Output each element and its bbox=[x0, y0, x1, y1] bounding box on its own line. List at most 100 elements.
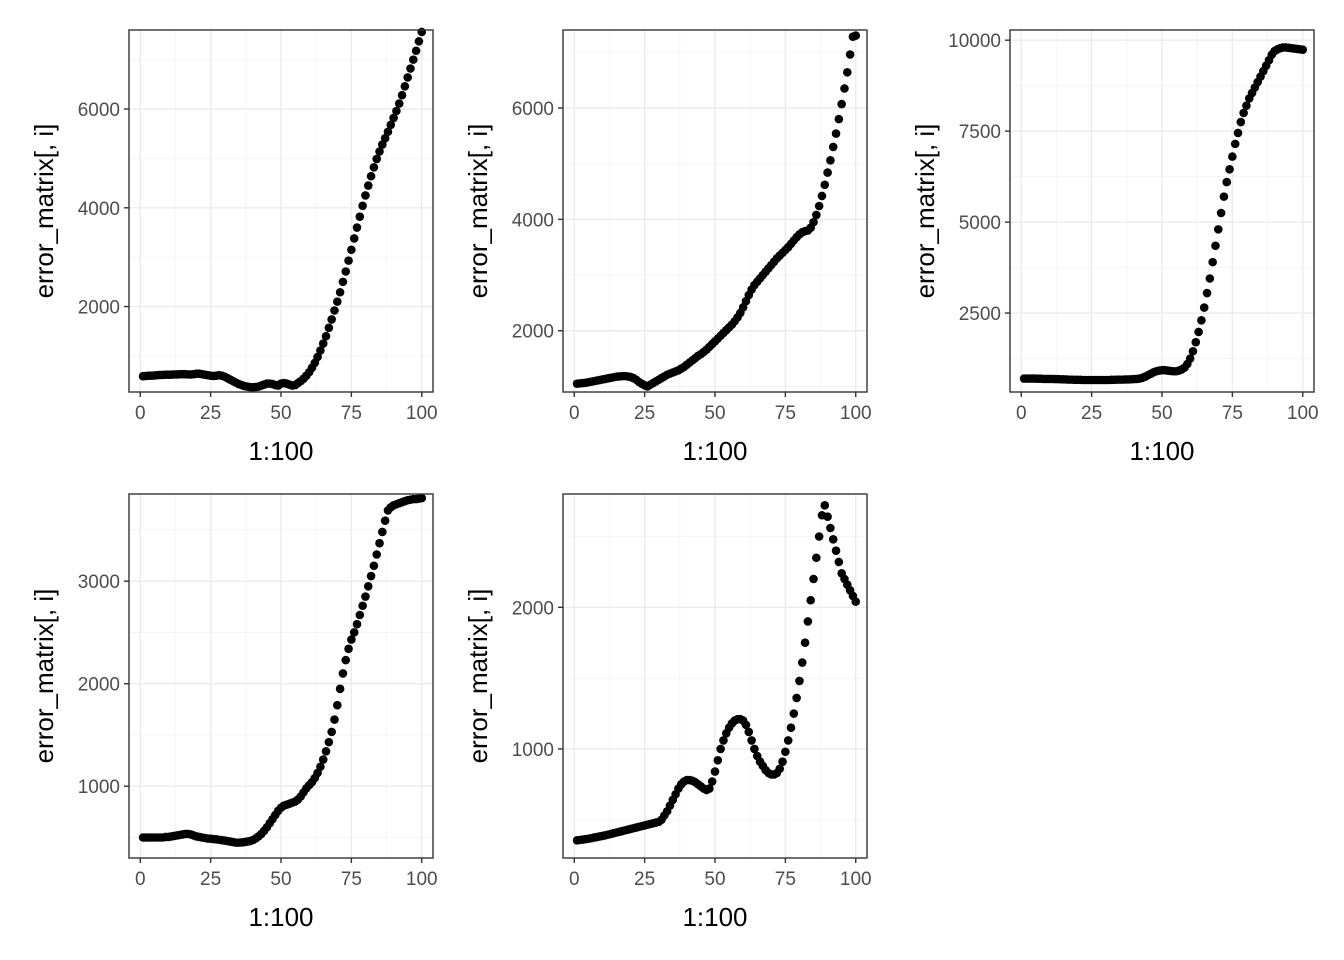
data-point bbox=[369, 561, 379, 571]
x-axis-title: 1:100 bbox=[248, 436, 313, 466]
data-point bbox=[747, 736, 756, 745]
data-point bbox=[333, 297, 342, 306]
x-tick-label: 0 bbox=[135, 403, 146, 424]
data-point bbox=[352, 619, 362, 629]
data-point bbox=[1214, 225, 1223, 234]
x-tick-label: 50 bbox=[704, 403, 725, 424]
y-tick-label: 2000 bbox=[78, 298, 120, 319]
data-point bbox=[1191, 337, 1201, 347]
data-point bbox=[363, 581, 373, 591]
data-point bbox=[845, 50, 855, 59]
data-point bbox=[840, 84, 849, 93]
data-point bbox=[820, 501, 830, 510]
data-point bbox=[330, 715, 339, 724]
y-tick-label: 2500 bbox=[959, 304, 1001, 325]
data-point bbox=[834, 114, 844, 124]
x-tick-label: 0 bbox=[135, 869, 146, 890]
data-points bbox=[572, 501, 861, 845]
data-point bbox=[719, 736, 728, 745]
data-point bbox=[380, 516, 390, 525]
data-point bbox=[1228, 152, 1237, 161]
data-point bbox=[814, 532, 824, 541]
x-tick-label: 25 bbox=[634, 403, 655, 424]
y-tick-label: 7500 bbox=[959, 122, 1001, 143]
panel-3: 0 25 50 75 100 2500 5000 7500 10000 1:100 error_ma… bbox=[910, 29, 1319, 466]
data-points bbox=[138, 27, 427, 392]
data-point bbox=[809, 574, 818, 584]
y-tick-label: 1000 bbox=[512, 740, 554, 761]
data-point bbox=[372, 154, 382, 164]
data-point bbox=[826, 156, 835, 165]
data-point bbox=[324, 737, 334, 747]
y-tick-label: 2000 bbox=[512, 322, 554, 343]
data-point bbox=[330, 306, 339, 315]
data-point bbox=[417, 493, 427, 503]
data-point bbox=[327, 315, 336, 324]
data-point bbox=[347, 245, 356, 255]
data-point bbox=[1225, 165, 1234, 174]
data-point bbox=[335, 684, 345, 694]
gridlines bbox=[563, 494, 867, 858]
data-point bbox=[800, 638, 810, 648]
data-point bbox=[851, 31, 861, 40]
y-tick-label: 6000 bbox=[78, 100, 120, 121]
data-point bbox=[817, 191, 827, 201]
data-point bbox=[333, 700, 342, 710]
data-point bbox=[1239, 108, 1248, 118]
data-point bbox=[831, 129, 841, 138]
gridlines bbox=[1010, 30, 1314, 392]
x-tick-label: 100 bbox=[406, 869, 438, 890]
data-point bbox=[341, 267, 351, 276]
data-point bbox=[775, 764, 785, 774]
data-point bbox=[338, 277, 348, 287]
data-point bbox=[851, 597, 861, 606]
data-point bbox=[316, 762, 325, 772]
data-point bbox=[716, 744, 725, 754]
data-point bbox=[795, 676, 804, 686]
data-point bbox=[778, 757, 787, 766]
x-tick-label: 75 bbox=[1222, 403, 1243, 424]
data-point bbox=[324, 323, 334, 333]
data-point bbox=[344, 644, 353, 654]
x-tick-label: 0 bbox=[569, 869, 580, 890]
data-point bbox=[1211, 241, 1220, 251]
data-point bbox=[707, 777, 717, 786]
data-point bbox=[1208, 257, 1217, 267]
x-tick-label: 25 bbox=[634, 869, 655, 890]
data-point bbox=[406, 64, 415, 73]
panel-4: 0 25 50 75 100 1000 2000 3000 1:100 error_matrix[… bbox=[29, 493, 438, 932]
data-point bbox=[1202, 288, 1212, 298]
data-point bbox=[814, 201, 824, 211]
data-point bbox=[812, 553, 821, 563]
y-axis-title: error_matrix[, i] bbox=[463, 124, 493, 299]
y-tick-label: 2000 bbox=[512, 598, 554, 619]
data-point bbox=[1216, 208, 1226, 218]
data-point bbox=[318, 755, 328, 764]
panel-1: 0 25 50 75 100 2000 4000 6000 1:100 error_matrix[… bbox=[29, 27, 438, 466]
y-tick-label: 3000 bbox=[78, 572, 120, 593]
x-axis-title: 1:100 bbox=[682, 436, 747, 466]
x-axis-title: 1:100 bbox=[248, 902, 313, 932]
x-tick-label: 25 bbox=[1081, 403, 1102, 424]
x-tick-label: 75 bbox=[775, 869, 796, 890]
data-point bbox=[389, 113, 398, 123]
data-point bbox=[741, 720, 751, 730]
data-point bbox=[786, 723, 796, 732]
data-point bbox=[400, 82, 410, 91]
data-point bbox=[338, 669, 348, 678]
data-point bbox=[409, 55, 418, 64]
data-point bbox=[375, 538, 384, 548]
data-point bbox=[705, 784, 714, 793]
data-point bbox=[347, 635, 356, 644]
x-tick-label: 100 bbox=[840, 403, 872, 424]
gridlines bbox=[563, 30, 867, 392]
data-point bbox=[843, 68, 852, 77]
data-point bbox=[1205, 274, 1215, 283]
data-point bbox=[403, 73, 412, 82]
x-tick-label: 50 bbox=[270, 403, 291, 424]
data-point bbox=[352, 223, 362, 232]
data-point bbox=[1222, 177, 1232, 187]
data-point bbox=[1298, 45, 1308, 54]
data-point bbox=[1233, 128, 1243, 138]
